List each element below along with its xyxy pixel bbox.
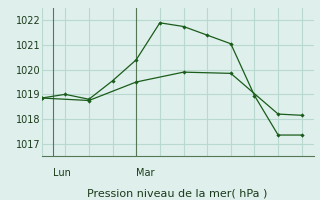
Text: Lun: Lun bbox=[53, 168, 71, 178]
Text: Pression niveau de la mer( hPa ): Pression niveau de la mer( hPa ) bbox=[87, 189, 268, 199]
Text: Mar: Mar bbox=[136, 168, 155, 178]
